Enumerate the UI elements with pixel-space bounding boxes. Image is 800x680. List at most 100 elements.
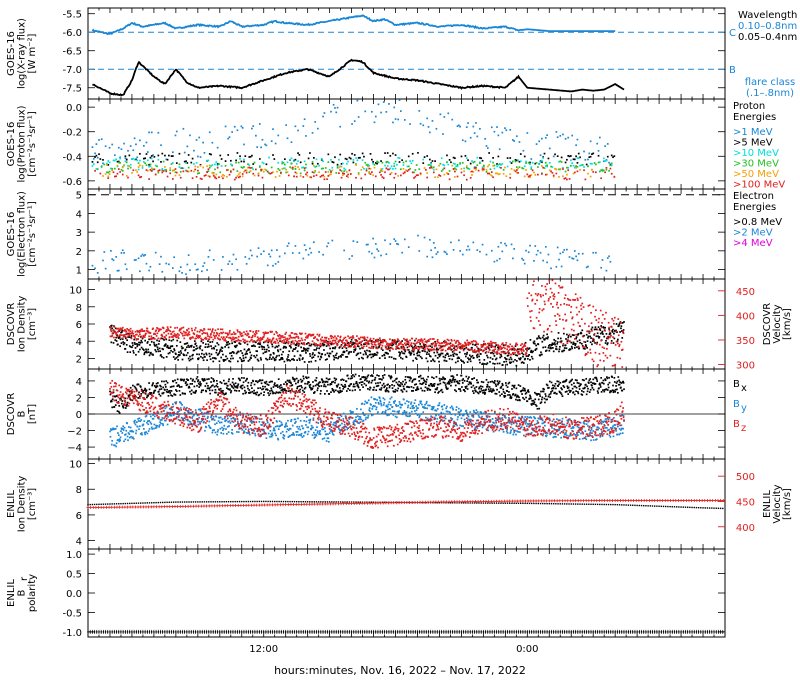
data-point xyxy=(602,313,604,316)
y-tick-label: 4 xyxy=(76,209,82,220)
data-point xyxy=(485,363,488,366)
data-point xyxy=(612,342,615,344)
data-point xyxy=(298,357,301,360)
data-point xyxy=(155,386,157,389)
data-point xyxy=(282,342,285,344)
data-point xyxy=(178,270,181,273)
data-point xyxy=(606,356,609,359)
data-point xyxy=(563,249,566,251)
data-point xyxy=(546,328,549,331)
data-point xyxy=(384,351,387,354)
data-point xyxy=(165,329,168,331)
data-point xyxy=(270,340,273,342)
data-point xyxy=(568,155,571,158)
data-point xyxy=(484,347,487,349)
data-point xyxy=(157,348,159,351)
data-point xyxy=(530,294,533,297)
data-point xyxy=(511,345,514,348)
data-point xyxy=(587,336,589,339)
data-point xyxy=(380,346,383,349)
data-point xyxy=(494,348,497,350)
data-point xyxy=(216,164,219,167)
data-point xyxy=(268,156,270,159)
data-point xyxy=(440,345,443,348)
data-point xyxy=(242,381,245,384)
data-point xyxy=(403,348,406,351)
data-point xyxy=(323,349,325,351)
data-point xyxy=(361,340,364,343)
data-point xyxy=(179,341,182,343)
data-point xyxy=(218,332,221,335)
data-point xyxy=(313,337,315,340)
data-point xyxy=(234,332,237,335)
data-point xyxy=(335,352,338,355)
data-point xyxy=(318,335,320,337)
data-point xyxy=(365,339,368,342)
data-point xyxy=(261,138,264,141)
data-point xyxy=(611,330,613,332)
data-point xyxy=(423,346,426,349)
data-point xyxy=(126,336,129,338)
data-point xyxy=(244,380,247,382)
data-point xyxy=(102,162,104,165)
data-point xyxy=(343,167,346,170)
data-point xyxy=(312,381,314,383)
data-point xyxy=(502,168,505,171)
data-point xyxy=(493,350,496,353)
data-point xyxy=(293,333,296,335)
data-point xyxy=(610,154,613,157)
data-point xyxy=(564,137,567,140)
data-point xyxy=(566,166,568,169)
data-point xyxy=(354,346,357,348)
data-point xyxy=(407,340,409,343)
data-point xyxy=(174,379,176,382)
data-point xyxy=(345,356,347,358)
data-point xyxy=(263,391,266,393)
data-point xyxy=(271,390,274,393)
data-point xyxy=(544,173,547,176)
data-point xyxy=(551,342,554,345)
data-point xyxy=(320,355,322,358)
data-point xyxy=(283,383,285,385)
data-point xyxy=(239,331,241,334)
data-point xyxy=(566,340,569,343)
data-point xyxy=(471,341,474,343)
data-point xyxy=(418,348,420,351)
data-point xyxy=(433,351,436,354)
data-point xyxy=(158,263,161,265)
data-point xyxy=(261,348,264,351)
data-point xyxy=(304,349,307,352)
data-point xyxy=(543,330,545,333)
data-point xyxy=(284,345,286,348)
data-point xyxy=(381,384,384,387)
data-point xyxy=(370,347,372,350)
data-point xyxy=(178,152,181,155)
data-point xyxy=(262,388,265,390)
data-point xyxy=(317,384,320,386)
data-point xyxy=(417,351,419,354)
data-point xyxy=(589,162,592,165)
data-point xyxy=(309,344,312,347)
data-point xyxy=(363,155,365,158)
data-point xyxy=(400,341,403,343)
data-point xyxy=(182,379,185,382)
data-point xyxy=(322,115,324,118)
data-point xyxy=(111,258,114,260)
data-point xyxy=(141,253,144,256)
data-point xyxy=(311,171,314,173)
data-point xyxy=(557,337,559,340)
data-point xyxy=(133,335,136,338)
data-point xyxy=(319,392,322,395)
data-point xyxy=(183,151,186,154)
data-point xyxy=(355,340,357,343)
data-point xyxy=(113,326,116,328)
data-point xyxy=(401,346,404,349)
data-point xyxy=(314,379,317,382)
data-point xyxy=(385,347,388,350)
data-point xyxy=(473,165,476,168)
data-point xyxy=(368,340,371,342)
data-point xyxy=(171,331,174,333)
data-point xyxy=(548,279,551,282)
data-point xyxy=(142,145,145,147)
data-point xyxy=(206,171,208,174)
